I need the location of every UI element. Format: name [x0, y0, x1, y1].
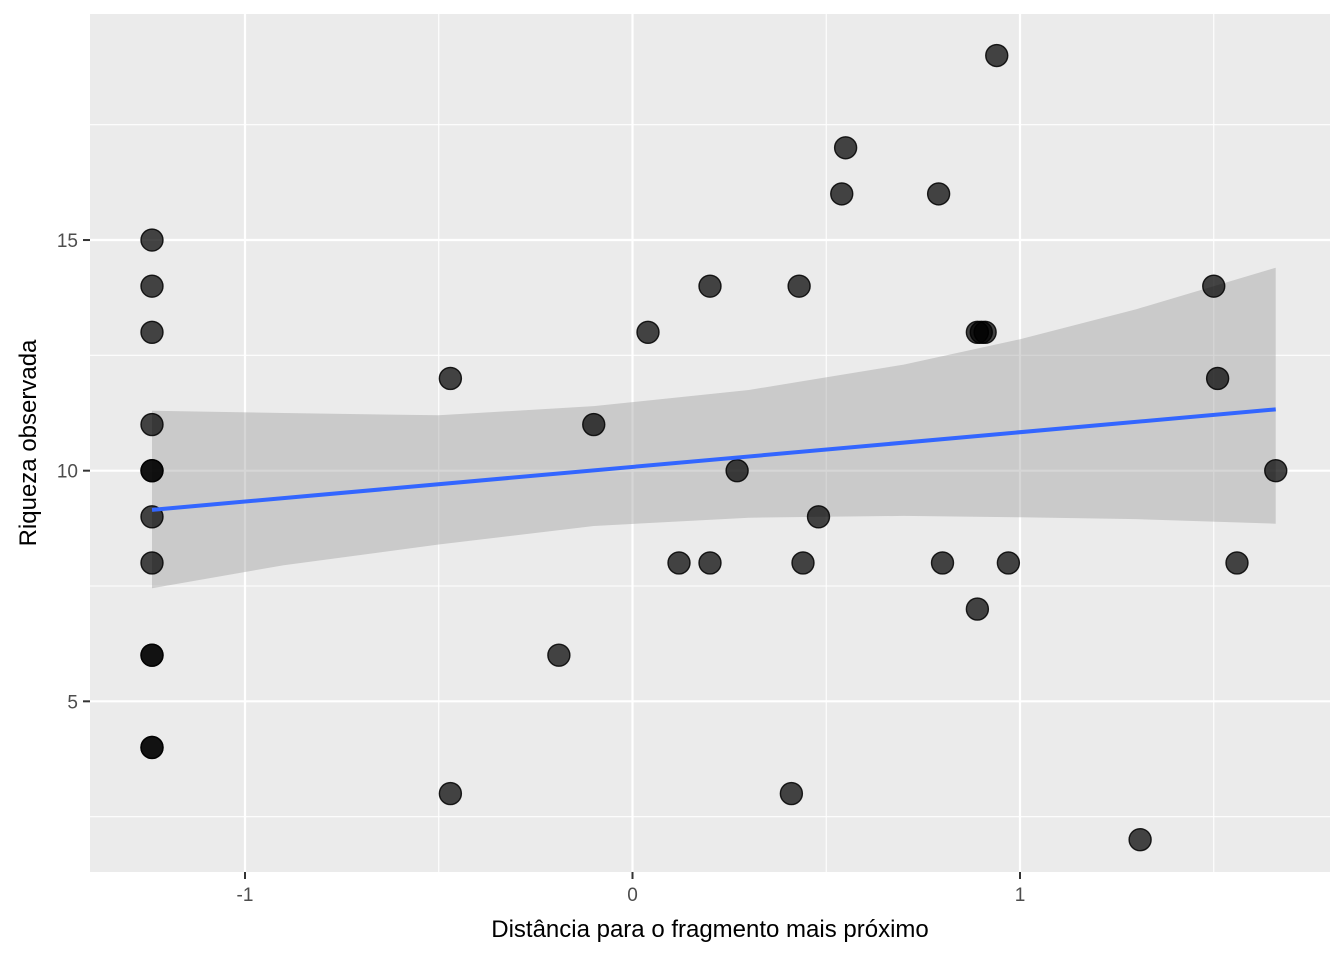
- data-point: [779, 781, 804, 806]
- data-point: [725, 458, 749, 483]
- data-point: [140, 735, 164, 760]
- data-point: [1225, 551, 1249, 575]
- data-point: [806, 505, 831, 529]
- data-point: [1128, 828, 1152, 852]
- minor-gridlines: [50, 14, 1330, 872]
- data-point: [667, 551, 691, 575]
- data-point: [930, 551, 955, 575]
- axis-ticks: [83, 239, 1021, 879]
- x-axis-title: Distância para o fragmento mais próximo: [491, 916, 929, 943]
- data-point: [438, 366, 463, 391]
- data-point: [1264, 458, 1288, 483]
- x-tick-labels: -1 0 1: [237, 885, 1026, 906]
- data-point: [698, 551, 722, 575]
- data-point: [140, 228, 164, 252]
- data-point: [140, 320, 164, 344]
- data-point: [791, 551, 815, 575]
- data-point: [787, 274, 811, 298]
- data-point: [140, 458, 164, 483]
- x-tick-label: -1: [237, 885, 254, 906]
- data-point: [996, 551, 1021, 575]
- y-axis-title: Riqueza observada: [15, 339, 42, 546]
- confidence-band: [152, 267, 1276, 589]
- y-tick-labels: 5 10 15: [57, 231, 78, 713]
- data-point: [547, 643, 571, 667]
- data-point: [140, 412, 164, 437]
- data-point: [140, 274, 164, 298]
- data-point: [1205, 366, 1230, 391]
- data-points: [140, 43, 1288, 852]
- data-point: [965, 597, 990, 621]
- major-gridlines: [90, 14, 1330, 872]
- regression-line: [151, 407, 1276, 512]
- data-point: [830, 182, 854, 206]
- x-tick-label: 1: [1015, 885, 1026, 906]
- data-point: [926, 182, 951, 206]
- data-point: [973, 320, 997, 344]
- x-tick-label: 0: [627, 885, 638, 906]
- y-tick-label: 10: [57, 462, 78, 483]
- data-point: [582, 412, 606, 437]
- data-point: [140, 551, 164, 575]
- data-point: [698, 274, 722, 298]
- data-point: [1202, 274, 1226, 298]
- data-point: [636, 320, 660, 344]
- data-point: [985, 43, 1009, 68]
- data-point: [833, 136, 858, 160]
- y-tick-label: 5: [67, 692, 78, 713]
- plot-panel: [90, 14, 1330, 872]
- y-tick-label: 15: [57, 231, 78, 252]
- data-point: [140, 643, 164, 667]
- data-point: [438, 781, 463, 806]
